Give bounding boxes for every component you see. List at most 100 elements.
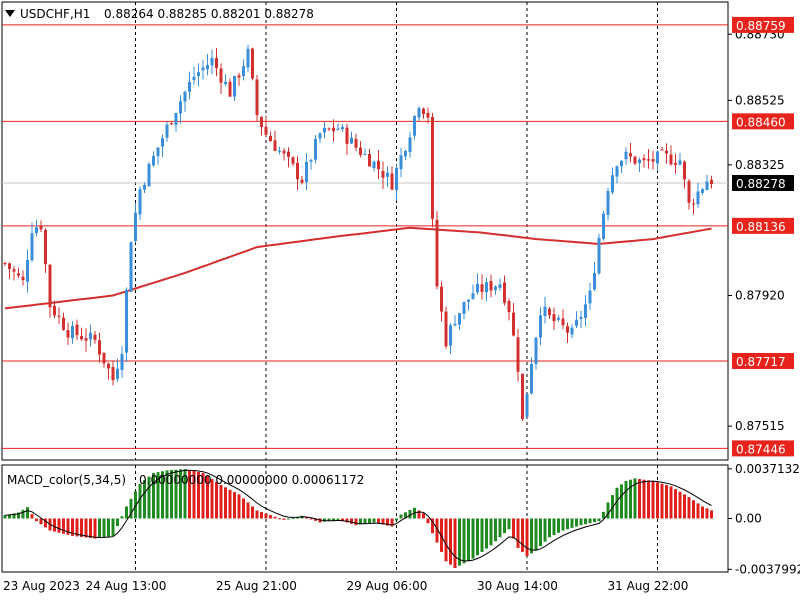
histogram-bar [120, 516, 124, 519]
histogram-bar [431, 518, 434, 534]
bear-candle [516, 337, 520, 372]
price-tick-label: 0.87515 [735, 419, 785, 433]
histogram-bar [345, 518, 349, 523]
histogram-bar [426, 518, 430, 524]
level-tags: 0.88759 0.88460 0.88136 0.87717 0.87446 [732, 16, 794, 457]
histogram-bar [57, 518, 61, 533]
histogram-bar [201, 473, 205, 519]
bull-candle [620, 160, 623, 167]
bull-candle [336, 128, 340, 130]
indicator-tick-labels: 0.0037132 0.00 -0.0037992 [728, 462, 800, 576]
histogram-bar [458, 518, 461, 566]
bear-candle [107, 363, 110, 369]
histogram-bar [368, 518, 371, 524]
histogram-bar [588, 518, 592, 524]
histogram-bar [485, 518, 488, 549]
bull-candle [638, 159, 641, 164]
current-price-tag [732, 175, 794, 191]
bull-candle [341, 126, 344, 130]
histogram-bar [507, 518, 511, 530]
histogram-bar [66, 518, 70, 535]
histogram-bar [165, 470, 169, 519]
histogram-bar [494, 518, 497, 542]
histogram-bar [579, 518, 583, 526]
bear-candle [426, 112, 430, 118]
bull-candle [120, 354, 124, 371]
histogram-bar [255, 510, 259, 519]
indicator-values: 0.00000000 0.00000000 0.00061172 [139, 473, 364, 487]
bear-candle [219, 68, 223, 83]
bear-candle [48, 264, 52, 308]
bear-candle [291, 157, 295, 164]
bull-candle [278, 150, 281, 152]
bull-candle [372, 161, 376, 169]
bear-candle [44, 229, 47, 265]
bear-candle [435, 219, 439, 287]
bull-candle [404, 150, 407, 157]
bull-candle [386, 172, 389, 177]
chart-header[interactable]: USDCHF,H1 0.88264 0.88285 0.88201 0.8827… [5, 7, 314, 21]
bull-candle [188, 81, 191, 92]
level-tag-label: 0.88136 [736, 220, 786, 234]
histogram-bar [422, 513, 425, 519]
histogram-bar [188, 470, 191, 519]
bear-candle [647, 159, 650, 161]
histogram-bar [534, 518, 538, 551]
bear-candle [665, 150, 668, 154]
price-panel[interactable]: USDCHF,H1 0.88264 0.88285 0.88201 0.8827… [1, 1, 729, 461]
level-tag [732, 352, 794, 369]
bear-candle [260, 116, 263, 128]
histogram-bar [453, 518, 457, 568]
bear-candle [237, 75, 241, 78]
bear-candle [552, 314, 556, 322]
candles [3, 44, 713, 422]
bear-candle [548, 308, 551, 316]
histogram-bar [696, 503, 700, 519]
bear-candle [8, 263, 11, 269]
bull-candle [161, 138, 164, 147]
histogram-bar [282, 518, 286, 520]
bear-candle [633, 156, 637, 164]
bull-candle [534, 337, 538, 365]
bull-candle [593, 273, 596, 290]
current-price-label: 0.88278 [736, 177, 786, 191]
bear-candle [507, 300, 511, 313]
time-label: 24 Aug 13:00 [86, 579, 167, 593]
bull-candle [395, 167, 398, 191]
histogram-bar [237, 494, 241, 519]
histogram-bar [710, 510, 713, 519]
bull-candle [35, 227, 38, 234]
bear-candle [3, 263, 7, 265]
bull-candle [71, 325, 74, 339]
level-tag-label: 0.87446 [736, 442, 786, 456]
bear-candle [422, 108, 425, 115]
bull-candle [557, 317, 560, 320]
indicator-panel[interactable]: MACD_color(5,34,5) 0.00000000 0.00000000… [1, 462, 800, 576]
histogram-bar [35, 518, 38, 522]
triangle-down-icon[interactable] [5, 10, 15, 17]
bear-candle [84, 338, 88, 341]
histogram-bar [269, 515, 272, 519]
histogram-bar [179, 469, 182, 519]
bull-candle [471, 293, 475, 299]
histogram-bar [701, 506, 704, 519]
histogram-bar [399, 514, 403, 519]
histogram-bar [642, 479, 646, 519]
histogram-bar [21, 509, 25, 519]
bull-candle [30, 233, 34, 261]
bull-candle [408, 137, 412, 152]
histogram-bar [390, 518, 394, 527]
symbol-label: USDCHF,H1 [20, 7, 90, 21]
bear-candle [345, 127, 349, 144]
histogram-bar [692, 500, 695, 519]
histogram-bar [116, 518, 119, 527]
histogram-bar [219, 485, 223, 519]
histogram-bar [147, 476, 151, 519]
bear-candle [251, 48, 254, 79]
histogram-bar [377, 518, 380, 524]
bear-candle [102, 352, 106, 364]
bull-candle [116, 368, 119, 379]
bear-candle [53, 305, 56, 316]
